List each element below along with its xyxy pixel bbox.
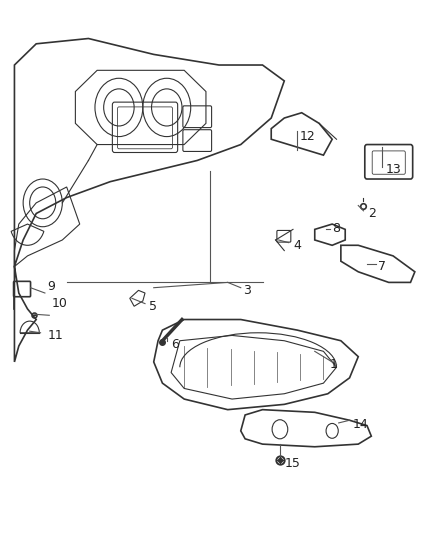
Text: 13: 13	[385, 164, 401, 176]
Text: 7: 7	[378, 260, 386, 273]
Text: 14: 14	[353, 418, 369, 431]
Text: 3: 3	[243, 284, 251, 297]
Text: 1: 1	[330, 358, 338, 371]
Text: 6: 6	[171, 338, 179, 351]
Text: 11: 11	[48, 329, 64, 342]
Text: 12: 12	[300, 130, 315, 143]
Text: 10: 10	[52, 297, 68, 310]
Text: 15: 15	[285, 457, 301, 470]
Text: 8: 8	[332, 222, 340, 235]
Text: 9: 9	[47, 280, 55, 293]
Text: 5: 5	[149, 300, 157, 313]
Text: 2: 2	[368, 207, 376, 220]
Text: 4: 4	[294, 239, 302, 252]
